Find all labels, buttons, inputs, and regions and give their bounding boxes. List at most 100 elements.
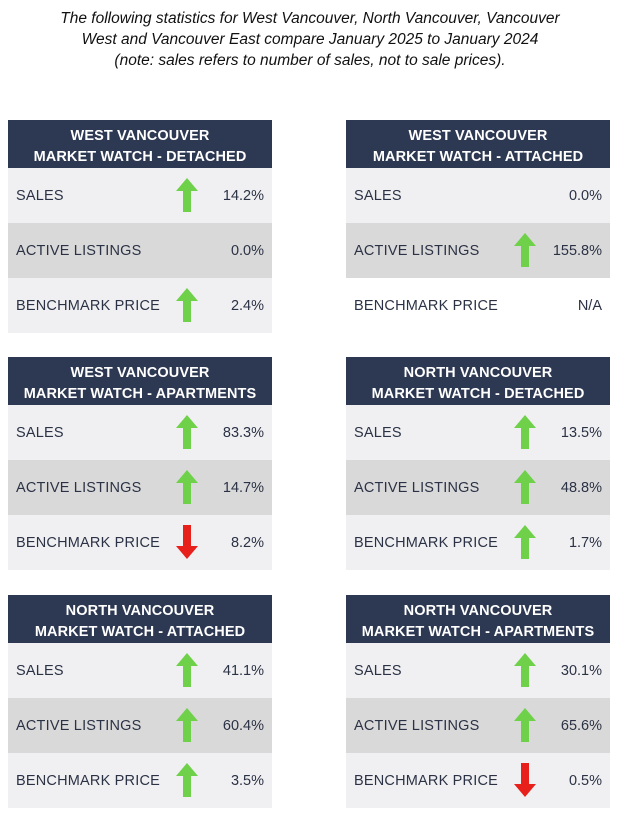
stat-row-benchmark-price: BENCHMARK PRICE 8.2% bbox=[8, 515, 272, 570]
stat-row-sales: SALES 83.3% bbox=[8, 405, 272, 460]
panel-header: NORTH VANCOUVER MARKET WATCH - ATTACHED bbox=[8, 595, 272, 643]
stat-value: N/A bbox=[577, 297, 602, 314]
stat-value: 155.8% bbox=[552, 242, 602, 259]
stat-value: 14.2% bbox=[222, 187, 264, 204]
stat-row-active-listings: ACTIVE LISTINGS 60.4% bbox=[8, 698, 272, 753]
stat-value: 2.4% bbox=[230, 297, 264, 314]
stat-row-benchmark-price: BENCHMARK PRICE 3.5% bbox=[8, 753, 272, 808]
up-arrow-icon bbox=[176, 415, 198, 449]
stat-value: 83.3% bbox=[222, 424, 264, 441]
stat-label: BENCHMARK PRICE bbox=[354, 534, 498, 551]
stat-row-sales: SALES 41.1% bbox=[8, 643, 272, 698]
panel-header: NORTH VANCOUVER MARKET WATCH - APARTMENT… bbox=[346, 595, 610, 643]
panel-title-type: MARKET WATCH - ATTACHED bbox=[34, 624, 246, 640]
stat-value: 0.0% bbox=[230, 242, 264, 259]
stat-row-benchmark-price: BENCHMARK PRICE 0.5% bbox=[346, 753, 610, 808]
panel-north-vancouver-detached: NORTH VANCOUVER MARKET WATCH - DETACHED … bbox=[346, 357, 610, 570]
stat-row-sales: SALES 0.0% bbox=[346, 168, 610, 223]
stat-row-active-listings: ACTIVE LISTINGS 14.7% bbox=[8, 460, 272, 515]
stat-label: ACTIVE LISTINGS bbox=[16, 717, 142, 734]
panel-header: NORTH VANCOUVER MARKET WATCH - DETACHED bbox=[346, 357, 610, 405]
stat-label: BENCHMARK PRICE bbox=[16, 772, 160, 789]
panel-title-region: NORTH VANCOUVER bbox=[403, 365, 553, 381]
stat-row-active-listings: ACTIVE LISTINGS 155.8% bbox=[346, 223, 610, 278]
trend-arrow-icon bbox=[176, 233, 198, 267]
panel-west-vancouver-apartments: WEST VANCOUVER MARKET WATCH - APARTMENTS… bbox=[8, 357, 272, 570]
stat-row-sales: SALES 14.2% bbox=[8, 168, 272, 223]
up-arrow-icon bbox=[176, 178, 198, 212]
intro-line: West and Vancouver East compare January … bbox=[81, 31, 539, 48]
stat-label: SALES bbox=[354, 662, 402, 679]
stat-label: SALES bbox=[16, 187, 64, 204]
up-arrow-icon bbox=[176, 763, 198, 797]
stat-row-sales: SALES 30.1% bbox=[346, 643, 610, 698]
panel-title-type: MARKET WATCH - APARTMENTS bbox=[361, 624, 595, 640]
intro-line: The following statistics for West Vancou… bbox=[60, 10, 560, 27]
panel-title-type: MARKET WATCH - ATTACHED bbox=[372, 149, 584, 165]
up-arrow-icon bbox=[514, 525, 536, 559]
stat-value: 48.8% bbox=[560, 479, 602, 496]
stat-value: 13.5% bbox=[560, 424, 602, 441]
stat-label: ACTIVE LISTINGS bbox=[16, 479, 142, 496]
panel-north-vancouver-apartments: NORTH VANCOUVER MARKET WATCH - APARTMENT… bbox=[346, 595, 610, 808]
stat-value: 8.2% bbox=[230, 534, 264, 551]
stat-value: 3.5% bbox=[230, 772, 264, 789]
up-arrow-icon bbox=[514, 233, 536, 267]
panel-title-region: WEST VANCOUVER bbox=[70, 365, 210, 381]
up-arrow-icon bbox=[514, 470, 536, 504]
stat-value: 0.5% bbox=[568, 772, 602, 789]
stat-row-benchmark-price: BENCHMARK PRICE 1.7% bbox=[346, 515, 610, 570]
panel-title-region: NORTH VANCOUVER bbox=[403, 603, 553, 619]
stat-label: BENCHMARK PRICE bbox=[16, 297, 160, 314]
stat-label: BENCHMARK PRICE bbox=[354, 772, 498, 789]
panel-title-type: MARKET WATCH - DETACHED bbox=[33, 149, 247, 165]
stat-label: SALES bbox=[16, 662, 64, 679]
stat-label: ACTIVE LISTINGS bbox=[354, 242, 480, 259]
stat-row-sales: SALES 13.5% bbox=[346, 405, 610, 460]
up-arrow-icon bbox=[176, 653, 198, 687]
stat-value: 1.7% bbox=[568, 534, 602, 551]
stat-label: SALES bbox=[354, 424, 402, 441]
up-arrow-icon bbox=[176, 470, 198, 504]
stat-row-active-listings: ACTIVE LISTINGS 0.0% bbox=[8, 223, 272, 278]
panel-header: WEST VANCOUVER MARKET WATCH - DETACHED bbox=[8, 120, 272, 168]
stat-value: 65.6% bbox=[560, 717, 602, 734]
panel-west-vancouver-detached: WEST VANCOUVER MARKET WATCH - DETACHED S… bbox=[8, 120, 272, 333]
stat-label: ACTIVE LISTINGS bbox=[354, 717, 480, 734]
intro-line: (note: sales refers to number of sales, … bbox=[114, 52, 506, 69]
up-arrow-icon bbox=[176, 288, 198, 322]
panel-title-type: MARKET WATCH - APARTMENTS bbox=[23, 386, 257, 402]
panel-title-region: WEST VANCOUVER bbox=[408, 128, 548, 144]
stat-label: BENCHMARK PRICE bbox=[16, 534, 160, 551]
stat-row-benchmark-price: BENCHMARK PRICE 2.4% bbox=[8, 278, 272, 333]
stat-label: SALES bbox=[16, 424, 64, 441]
intro-text: The following statistics for West Vancou… bbox=[0, 8, 620, 71]
up-arrow-icon bbox=[514, 653, 536, 687]
trend-arrow-icon bbox=[514, 178, 536, 212]
up-arrow-icon bbox=[514, 415, 536, 449]
stat-label: SALES bbox=[354, 187, 402, 204]
up-arrow-icon bbox=[514, 708, 536, 742]
stat-value: 30.1% bbox=[560, 662, 602, 679]
panel-header: WEST VANCOUVER MARKET WATCH - ATTACHED bbox=[346, 120, 610, 168]
trend-arrow-icon bbox=[514, 288, 536, 322]
stat-row-benchmark-price: BENCHMARK PRICE N/A bbox=[346, 278, 610, 333]
panel-title-type: MARKET WATCH - DETACHED bbox=[371, 386, 585, 402]
panel-header: WEST VANCOUVER MARKET WATCH - APARTMENTS bbox=[8, 357, 272, 405]
stat-value: 0.0% bbox=[568, 187, 602, 204]
stat-label: ACTIVE LISTINGS bbox=[354, 479, 480, 496]
panel-north-vancouver-attached: NORTH VANCOUVER MARKET WATCH - ATTACHED … bbox=[8, 595, 272, 808]
stat-row-active-listings: ACTIVE LISTINGS 48.8% bbox=[346, 460, 610, 515]
stat-value: 60.4% bbox=[222, 717, 264, 734]
stat-row-active-listings: ACTIVE LISTINGS 65.6% bbox=[346, 698, 610, 753]
stat-label: BENCHMARK PRICE bbox=[354, 297, 498, 314]
panel-title-region: WEST VANCOUVER bbox=[70, 128, 210, 144]
panel-west-vancouver-attached: WEST VANCOUVER MARKET WATCH - ATTACHED S… bbox=[346, 120, 610, 333]
stat-value: 14.7% bbox=[222, 479, 264, 496]
up-arrow-icon bbox=[176, 708, 198, 742]
stat-label: ACTIVE LISTINGS bbox=[16, 242, 142, 259]
panel-title-region: NORTH VANCOUVER bbox=[65, 603, 215, 619]
down-arrow-icon bbox=[514, 763, 536, 797]
down-arrow-icon bbox=[176, 525, 198, 559]
stat-value: 41.1% bbox=[222, 662, 264, 679]
